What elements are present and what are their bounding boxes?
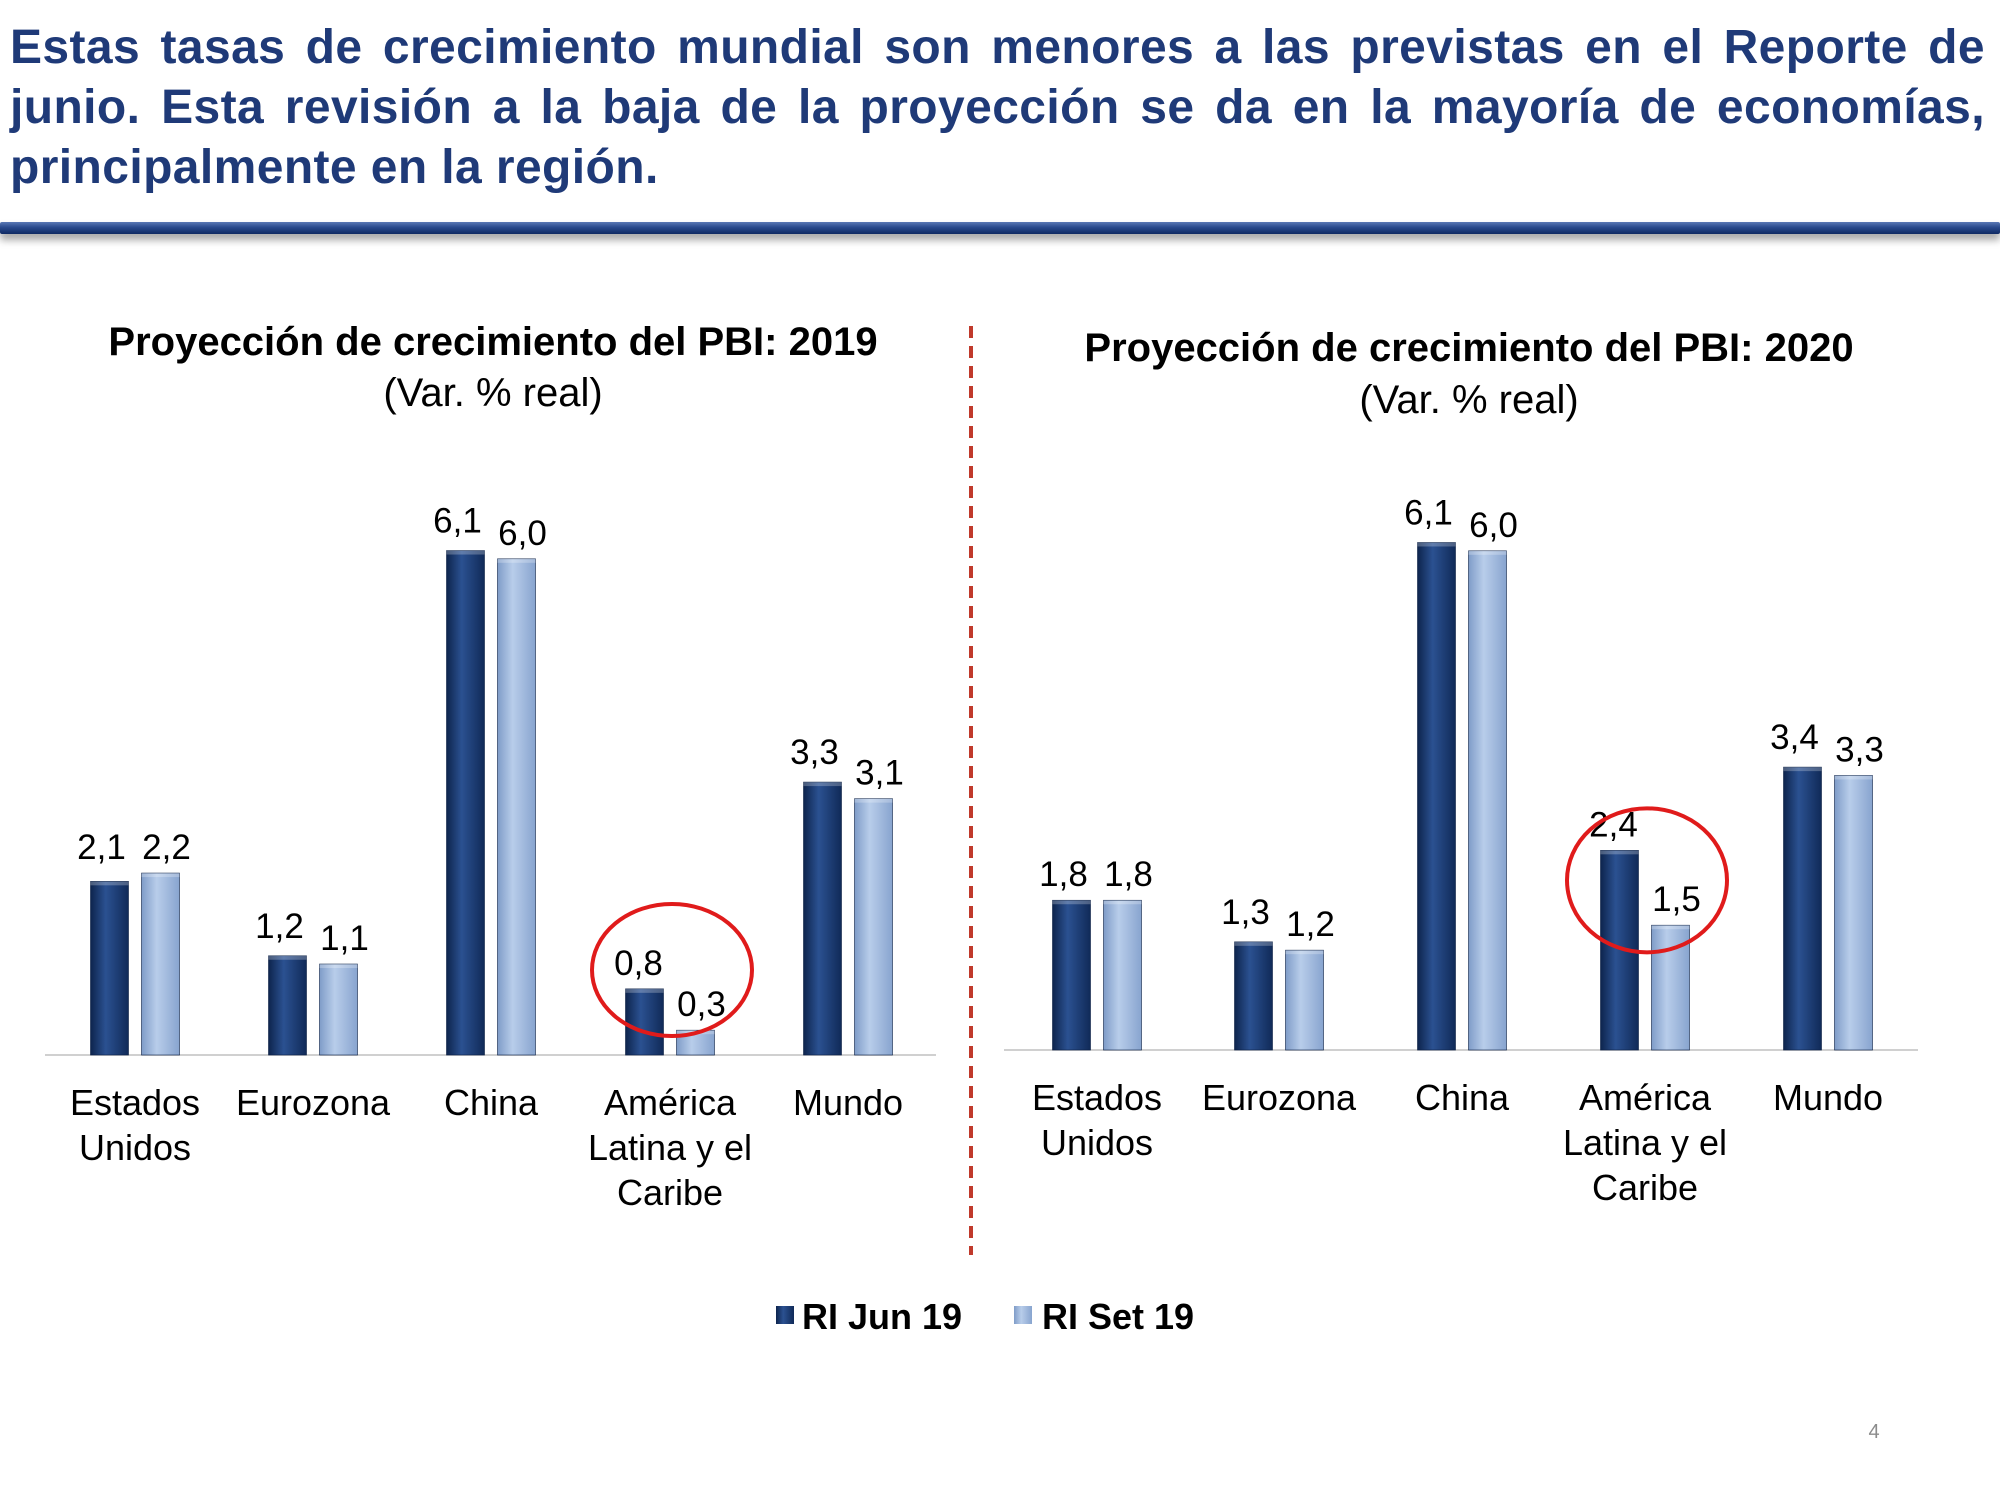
bar-cap-2019-set-0 — [141, 873, 180, 878]
bar-cap-2020-set-2 — [1468, 550, 1507, 555]
value-label-2020-set-2: 6,0 — [1469, 506, 1518, 545]
bar-cap-2020-set-0 — [1103, 900, 1142, 905]
legend-swatch-jun — [776, 1306, 794, 1324]
legend-item-set: RI Set 19 — [1014, 1296, 1194, 1337]
bar-2019-jun-3 — [625, 988, 664, 1056]
chart-2020-subtitle: (Var. % real) — [1359, 378, 1578, 422]
bar-cap-2020-jun-0 — [1052, 900, 1091, 905]
bar-cap-2019-set-1 — [319, 964, 358, 969]
bar-cap-2020-jun-3 — [1600, 850, 1639, 855]
value-label-2019-jun-1: 1,2 — [255, 907, 304, 946]
bar-cap-2019-jun-2 — [446, 550, 485, 555]
bar-2020-set-2 — [1468, 550, 1507, 1051]
legend-label-jun: RI Jun 19 — [802, 1296, 962, 1337]
bar-cap-2020-jun-2 — [1417, 542, 1456, 547]
value-label-2019-jun-0: 2,1 — [77, 828, 126, 867]
legend: RI Jun 19 RI Set 19 — [776, 1296, 1194, 1337]
bar-cap-2020-set-3 — [1651, 925, 1690, 930]
highlight-circle-2019 — [590, 902, 754, 1038]
headline-divider-bar — [0, 222, 2000, 234]
value-label-2019-set-3: 0,3 — [677, 985, 726, 1024]
value-label-2020-set-3: 1,5 — [1652, 880, 1701, 919]
bar-cap-2019-jun-1 — [268, 955, 307, 960]
chart-2019-title: Proyección de crecimiento del PBI: 2019 — [108, 320, 877, 364]
chart-2019: Proyección de crecimiento del PBI: 2019 … — [45, 320, 936, 1213]
bar-2019-set-4 — [854, 798, 893, 1056]
bar-2019-jun-0 — [90, 881, 129, 1056]
bar-2020-set-4 — [1834, 775, 1873, 1051]
legend-swatch-set — [1014, 1306, 1032, 1324]
category-label-2020-3: América Latina y el Caribe — [1563, 1077, 1727, 1208]
bar-2019-jun-4 — [803, 781, 842, 1056]
category-label-2020-2: China — [1415, 1077, 1510, 1118]
chart-2019-subtitle: (Var. % real) — [383, 371, 602, 415]
value-label-2019-set-1: 1,1 — [320, 919, 369, 958]
slide-headline: Estas tasas de crecimiento mundial son m… — [10, 21, 1985, 194]
bar-cap-2020-jun-4 — [1783, 767, 1822, 772]
bar-cap-2019-jun-4 — [803, 782, 842, 787]
bar-2019-jun-2 — [446, 550, 485, 1056]
category-label-2019-1: Eurozona — [236, 1082, 391, 1123]
category-label-2020-0: Estados Unidos — [1032, 1077, 1162, 1163]
value-label-2019-jun-3: 0,8 — [614, 944, 663, 983]
chart-2020: Proyección de crecimiento del PBI: 2020 … — [1004, 326, 1918, 1208]
chart-2020-title: Proyección de crecimiento del PBI: 2020 — [1084, 326, 1853, 370]
category-label-2019-4: Mundo — [793, 1082, 903, 1123]
value-label-2019-set-2: 6,0 — [498, 514, 547, 553]
legend-label-set: RI Set 19 — [1042, 1296, 1194, 1337]
bar-2019-set-1 — [319, 963, 358, 1056]
bar-2019-set-0 — [141, 872, 180, 1056]
bar-2019-set-2 — [497, 558, 536, 1056]
value-label-2019-set-0: 2,2 — [142, 828, 191, 867]
value-label-2020-jun-1: 1,3 — [1221, 893, 1270, 932]
bar-cap-2019-jun-0 — [90, 881, 129, 886]
value-label-2020-jun-0: 1,8 — [1039, 855, 1088, 894]
page-number: 4 — [1868, 1421, 1879, 1443]
bar-2020-set-1 — [1285, 949, 1324, 1051]
value-label-2020-set-1: 1,2 — [1286, 905, 1335, 944]
category-label-2019-3: América Latina y el Caribe — [588, 1082, 752, 1213]
bar-2020-set-0 — [1103, 899, 1142, 1051]
bar-cap-2019-jun-3 — [625, 988, 664, 993]
bar-cap-2019-set-4 — [854, 798, 893, 803]
bar-2019-jun-1 — [268, 955, 307, 1056]
value-label-2019-jun-2: 6,1 — [433, 502, 482, 541]
bar-cap-2020-set-1 — [1285, 950, 1324, 955]
bar-2020-jun-0 — [1052, 899, 1091, 1051]
bar-2020-jun-1 — [1234, 941, 1273, 1051]
highlight-circle-2020 — [1565, 806, 1729, 955]
category-label-2020-1: Eurozona — [1202, 1077, 1357, 1118]
bar-cap-2019-set-2 — [497, 558, 536, 563]
category-label-2019-2: China — [444, 1082, 539, 1123]
legend-item-jun: RI Jun 19 — [776, 1296, 962, 1337]
value-label-2020-jun-4: 3,4 — [1770, 718, 1819, 757]
bar-2020-jun-4 — [1783, 766, 1822, 1051]
value-label-2020-set-0: 1,8 — [1104, 855, 1153, 894]
value-label-2019-set-4: 3,1 — [855, 754, 904, 793]
bar-cap-2020-set-4 — [1834, 775, 1873, 780]
bar-2020-jun-2 — [1417, 542, 1456, 1051]
value-label-2020-jun-2: 6,1 — [1404, 493, 1453, 532]
value-label-2020-set-4: 3,3 — [1835, 730, 1884, 769]
bar-cap-2020-jun-1 — [1234, 941, 1273, 946]
category-label-2019-0: Estados Unidos — [70, 1082, 200, 1168]
value-label-2019-jun-4: 3,3 — [790, 733, 839, 772]
category-label-2020-4: Mundo — [1773, 1077, 1883, 1118]
